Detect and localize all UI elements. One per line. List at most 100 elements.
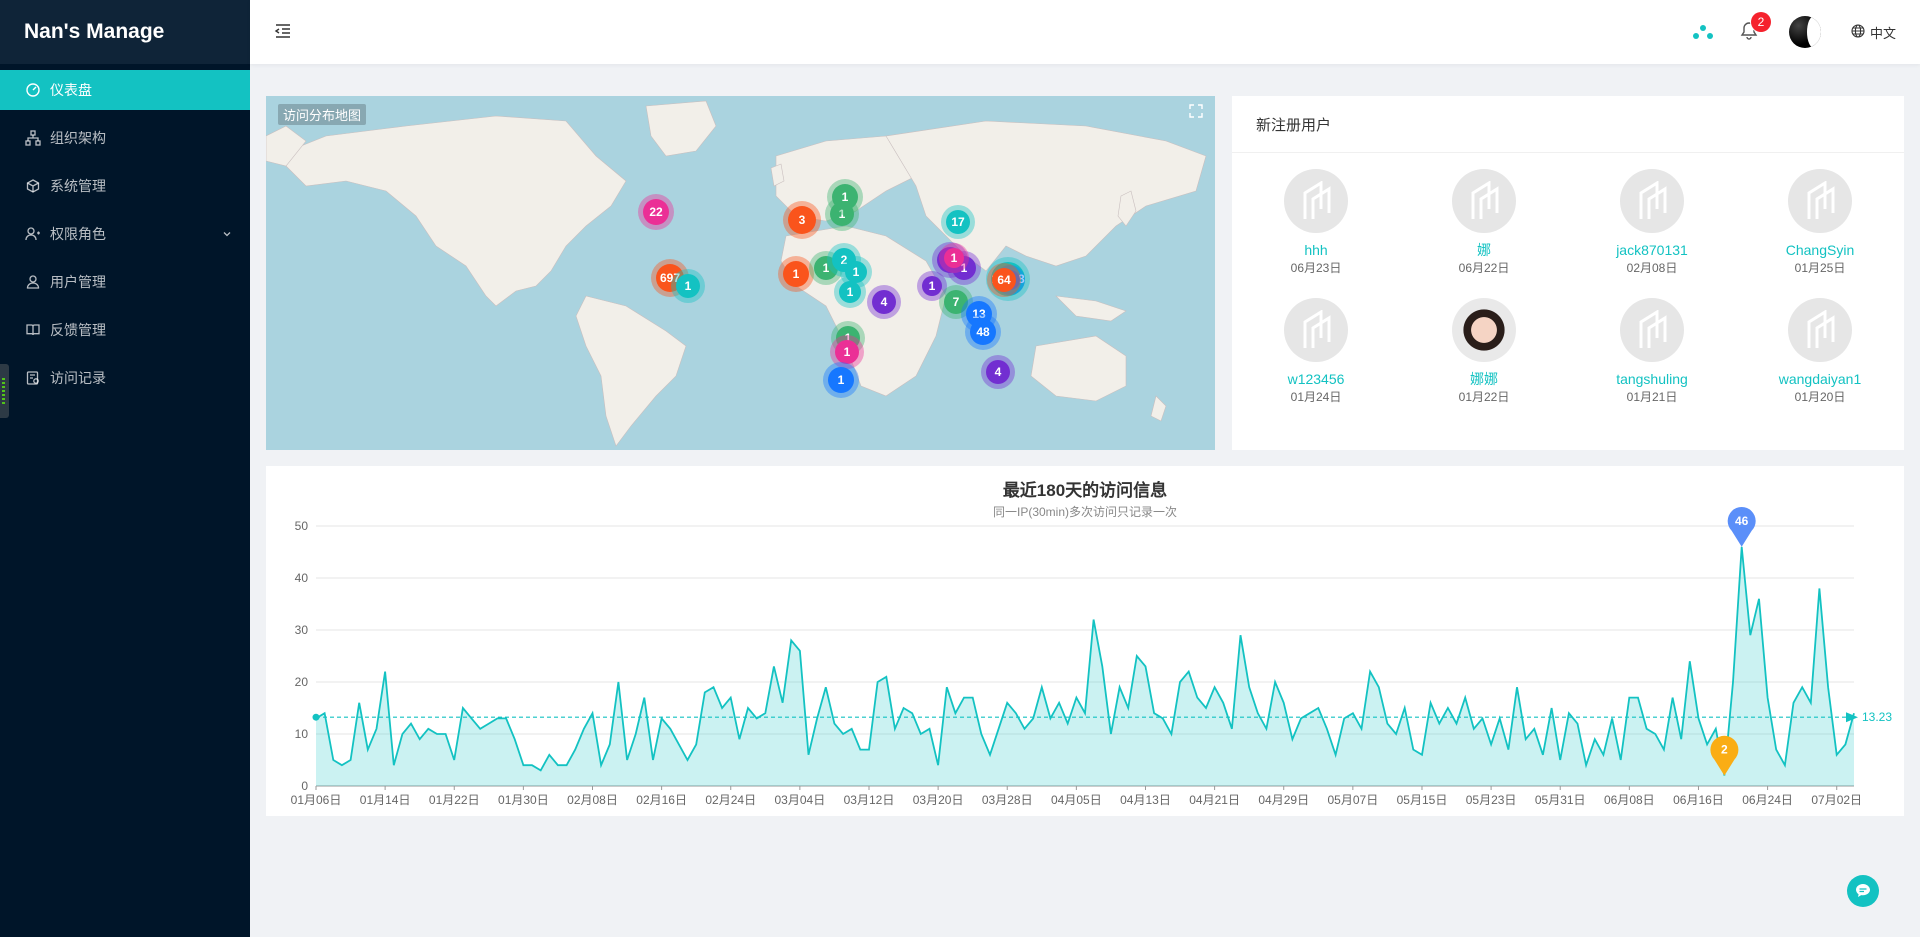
header-actions: 2 中文 (1679, 0, 1920, 64)
user-avatar (1620, 298, 1684, 362)
x-tick-label: 01月06日 (291, 793, 342, 807)
user-register-date: 01月24日 (1290, 390, 1342, 404)
user-name[interactable]: 娜 (1477, 242, 1491, 258)
menu-fold-icon[interactable] (274, 22, 294, 42)
notification-bell[interactable]: 2 (1727, 0, 1771, 64)
map-cluster-marker[interactable]: 1 (671, 269, 705, 303)
user-avatar (1620, 169, 1684, 233)
new-users-card: 新注册用户 hhh 06月23日 娜 06月22日 jack870131 02月08日 Ch… (1232, 96, 1904, 450)
map-cluster-marker[interactable]: 1 (830, 335, 864, 369)
x-tick-label: 06月08日 (1604, 793, 1655, 807)
user-name[interactable]: 娜娜 (1470, 371, 1498, 387)
sidebar-item-label: 权限角色 (50, 226, 106, 242)
user-item[interactable]: w123456 01月24日 (1232, 298, 1400, 427)
cluster-count: 64 (992, 268, 1016, 292)
average-arrow (1846, 712, 1858, 723)
user-item[interactable]: hhh 06月23日 (1232, 169, 1400, 298)
user-item[interactable]: 娜娜 01月22日 (1400, 298, 1568, 427)
user-register-date: 01月25日 (1794, 261, 1846, 275)
user-register-date: 02月08日 (1626, 261, 1678, 275)
y-tick-label: 50 (295, 519, 309, 533)
sidebar-item-system[interactable]: 系统管理 (0, 166, 250, 206)
map-cluster-marker[interactable]: 48 (965, 314, 1001, 350)
theme-dots-icon[interactable] (1679, 0, 1727, 64)
user-avatar (1452, 169, 1516, 233)
map-cluster-marker[interactable]: 1 (917, 271, 947, 301)
user-item[interactable]: jack870131 02月08日 (1568, 169, 1736, 298)
sidebar-item-label: 组织架构 (50, 130, 106, 146)
map-cluster-marker[interactable]: 1 (823, 362, 859, 398)
x-tick-label: 02月16日 (636, 793, 687, 807)
chart-title: 最近180天的访问信息 (1003, 480, 1167, 500)
user-item[interactable]: ChangSyin 01月25日 (1736, 169, 1904, 298)
map-title: 访问分布地图 (278, 104, 367, 125)
x-tick-label: 05月31日 (1535, 793, 1586, 807)
user-item[interactable]: 娜 06月22日 (1400, 169, 1568, 298)
sidebar-item-feedback[interactable]: 反馈管理 (0, 310, 250, 350)
user-name[interactable]: jack870131 (1616, 242, 1688, 258)
user-item[interactable]: wangdaiyan1 01月20日 (1736, 298, 1904, 427)
map-cluster-marker[interactable]: 1 (778, 256, 814, 292)
user-avatar (1452, 298, 1516, 362)
x-tick-label: 03月28日 (982, 793, 1033, 807)
visit-map[interactable]: 访问分布地图 226971131112111711114716778264134… (266, 96, 1215, 450)
x-tick-label: 03月12日 (844, 793, 895, 807)
user-grid: hhh 06月23日 娜 06月22日 jack870131 02月08日 ChangSyi… (1232, 153, 1904, 427)
map-cluster-marker[interactable]: 17 (941, 205, 975, 239)
sidebar-item-roles[interactable]: 权限角色 (0, 214, 250, 254)
cluster-count: 1 (828, 367, 854, 393)
user-name[interactable]: wangdaiyan1 (1778, 371, 1862, 387)
map-cluster-marker[interactable]: 3 (783, 201, 821, 239)
user-avatar-menu[interactable] (1771, 0, 1839, 64)
sidebar-item-label: 仪表盘 (50, 82, 92, 98)
drawer-handle[interactable] (0, 364, 9, 418)
x-tick-label: 05月07日 (1328, 793, 1379, 807)
map-cluster-marker[interactable]: 7 (939, 285, 973, 319)
top-header: 2 中文 (250, 0, 1920, 64)
user-register-date: 01月21日 (1626, 390, 1678, 404)
map-cluster-marker[interactable]: 1 (834, 276, 866, 308)
user-item[interactable]: tangshuling 01月21日 (1568, 298, 1736, 427)
x-tick-label: 06月24日 (1742, 793, 1793, 807)
sidebar-item-records[interactable]: 访问记录 (0, 358, 250, 398)
fullscreen-icon[interactable] (1189, 104, 1203, 121)
map-cluster-marker[interactable]: 4 (981, 355, 1015, 389)
sidebar-item-dashboard[interactable]: 仪表盘 (0, 70, 250, 110)
x-tick-label: 02月08日 (567, 793, 618, 807)
sidebar-menu: 仪表盘 组织架构 系统管理 权限角色 用户 (0, 70, 250, 398)
min-marker-label: 2 (1721, 743, 1728, 757)
map-cluster-marker[interactable]: 4 (867, 285, 901, 319)
user-register-date: 01月20日 (1794, 390, 1846, 404)
sidebar-item-users[interactable]: 用户管理 (0, 262, 250, 302)
role-icon (24, 225, 42, 243)
x-tick-label: 04月29日 (1258, 793, 1309, 807)
map-cluster-marker[interactable]: 1 (939, 243, 969, 273)
user-register-date: 06月23日 (1290, 261, 1342, 275)
map-cluster-marker[interactable]: 22 (638, 194, 674, 230)
x-tick-label: 06月16日 (1673, 793, 1724, 807)
avatar (1788, 16, 1821, 48)
sidebar-item-org[interactable]: 组织架构 (0, 118, 250, 158)
x-tick-label: 03月04日 (775, 793, 826, 807)
x-tick-label: 07月02日 (1811, 793, 1862, 807)
chat-button[interactable] (1847, 875, 1879, 907)
cluster-count: 1 (839, 281, 861, 303)
user-name[interactable]: tangshuling (1616, 371, 1688, 387)
cluster-count: 48 (970, 319, 996, 345)
user-name[interactable]: hhh (1304, 242, 1328, 258)
world-map-background (266, 100, 1207, 447)
x-tick-label: 05月15日 (1397, 793, 1448, 807)
map-cluster-marker[interactable]: 1 (827, 179, 863, 215)
user-icon (24, 273, 42, 291)
language-switch[interactable]: 中文 (1839, 0, 1920, 64)
cluster-count: 3 (788, 206, 816, 234)
sidebar-item-label: 访问记录 (50, 370, 106, 386)
user-name[interactable]: ChangSyin (1785, 242, 1855, 258)
user-avatar (1284, 169, 1348, 233)
average-label: 13.23 (1862, 710, 1892, 724)
map-cluster-marker[interactable]: 64 (987, 263, 1021, 297)
max-marker-pin (1727, 507, 1756, 547)
user-name[interactable]: w123456 (1287, 371, 1345, 387)
cluster-count: 1 (944, 248, 964, 268)
